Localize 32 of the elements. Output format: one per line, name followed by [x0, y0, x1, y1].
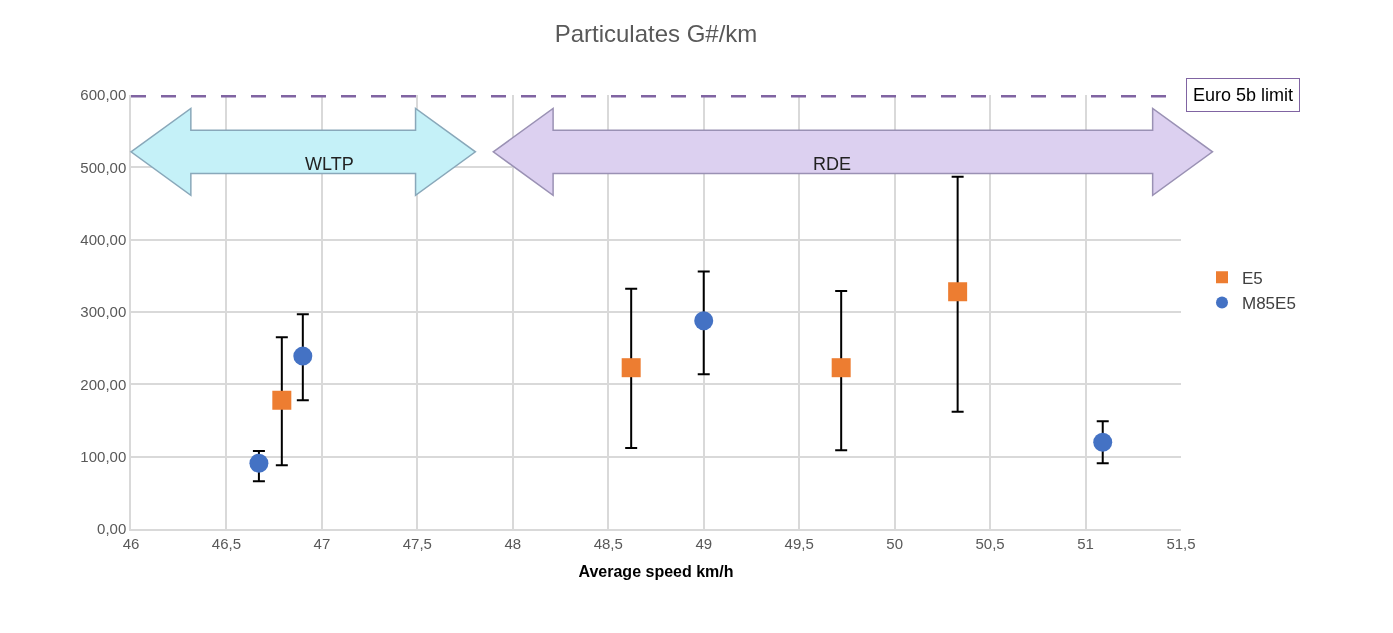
legend-label: E5 [1242, 268, 1263, 288]
x-tick-label: 48 [504, 534, 522, 552]
x-tick-label: 48,5 [593, 534, 623, 552]
x-axis-title: Average speed km/h [578, 562, 734, 580]
legend-label: M85E5 [1242, 294, 1296, 314]
y-tick-label: 600,00 [80, 86, 127, 104]
x-tick-label: 49 [695, 534, 713, 552]
annotation: WLTP [305, 154, 354, 174]
x-tick-label: 49,5 [784, 534, 814, 552]
x-tick-label: 51 [1077, 534, 1094, 552]
x-tick-label: 47,5 [402, 534, 432, 552]
ref-line-label: Euro 5b limit [1193, 85, 1294, 105]
annotation: RDE [813, 154, 852, 174]
y-tick-label: 100,00 [80, 447, 127, 465]
point [694, 311, 714, 331]
y-tick-label: 300,00 [80, 303, 127, 321]
x-tick-label: 51,5 [1166, 534, 1196, 552]
chart-title: Particulates G#/km [554, 20, 758, 48]
x-tick-label: 50,5 [975, 534, 1005, 552]
point [831, 358, 851, 378]
point [293, 346, 313, 366]
point [621, 358, 641, 378]
y-tick-label: 200,00 [80, 375, 127, 393]
x-tick-label: 47 [313, 534, 331, 552]
point [948, 282, 968, 302]
point [249, 453, 269, 473]
y-tick-label: 500,00 [80, 158, 127, 176]
y-tick-label: 400,00 [80, 230, 127, 248]
x-tick-label: 50 [886, 534, 903, 552]
point [1093, 432, 1113, 452]
point [272, 390, 292, 410]
x-tick-label: 46,5 [211, 534, 242, 552]
